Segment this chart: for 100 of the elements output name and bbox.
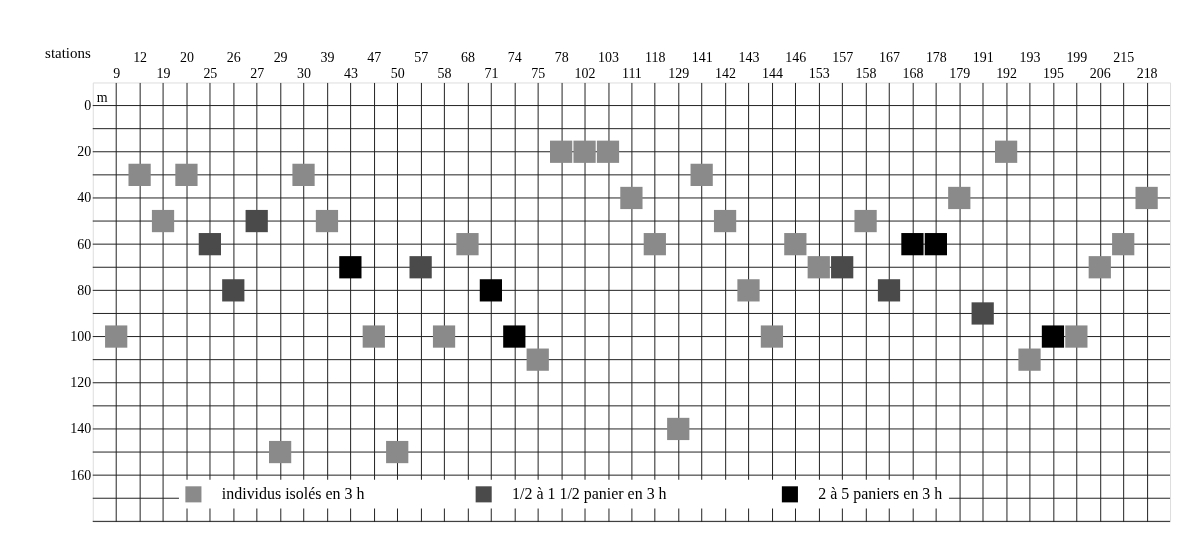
x-tick-label: 68 (460, 50, 475, 66)
y-tick-label: 0 (84, 98, 92, 114)
x-tick-label: 102 (574, 65, 596, 81)
x-tick-label: 26 (226, 50, 241, 66)
x-tick-label: 9 (113, 65, 121, 81)
point (877, 279, 901, 302)
x-tick-label: 153 (808, 65, 830, 81)
point (1112, 233, 1135, 256)
point (315, 209, 339, 233)
point (948, 186, 971, 210)
x-tick-label: 144 (761, 65, 783, 81)
point (831, 256, 854, 279)
x-tick-label: 193 (1019, 50, 1041, 66)
x-tick-label: 39 (320, 50, 335, 66)
x-tick-label: 58 (437, 65, 452, 81)
point (713, 209, 737, 233)
x-tick-label: 146 (785, 50, 807, 66)
point (456, 233, 479, 256)
point (479, 279, 503, 302)
legend-label: 1/2 à 1 1/2 panier en 3 h (512, 485, 667, 504)
x-tick-label: 158 (855, 65, 877, 81)
x-tick-label: 25 (203, 65, 218, 81)
y-tick-label: 40 (77, 190, 92, 206)
x-tick-label: 47 (367, 50, 382, 66)
x-tick-label: 157 (832, 50, 854, 66)
x-tick-label: 192 (996, 65, 1018, 81)
legend-label: 2 à 5 paniers en 3 h (818, 485, 943, 504)
point (784, 233, 807, 256)
point (854, 209, 877, 233)
point (643, 233, 666, 256)
point (620, 186, 643, 210)
point (596, 140, 620, 163)
point (667, 417, 690, 441)
point (292, 163, 315, 186)
y-tick-label: 60 (77, 236, 92, 252)
x-tick-label: 20 (179, 50, 194, 66)
point (339, 256, 362, 279)
point (1088, 256, 1111, 279)
x-axis-title: stations (45, 44, 91, 61)
x-tick-label: 74 (507, 50, 522, 66)
x-tick-label: 78 (554, 50, 569, 66)
x-tick-label: 129 (668, 65, 690, 81)
y-tick-label: 120 (70, 375, 92, 391)
x-tick-label: 141 (691, 50, 713, 66)
point (1041, 325, 1065, 348)
x-tick-label: 142 (715, 65, 737, 81)
x-tick-label: 43 (343, 65, 358, 81)
point (550, 140, 573, 163)
point (362, 325, 385, 348)
y-tick-label: 80 (77, 282, 92, 298)
point (268, 440, 292, 464)
x-tick-label: 103 (598, 50, 619, 66)
x-tick-label: 111 (621, 65, 642, 81)
y-tick-label: 20 (77, 144, 92, 160)
y-tick-label: 140 (70, 421, 92, 437)
x-tick-label: 75 (531, 65, 546, 81)
point (971, 302, 994, 325)
point (105, 325, 128, 348)
x-tick-label: 12 (133, 50, 148, 66)
point (409, 256, 432, 279)
point (573, 140, 596, 163)
point (901, 233, 924, 256)
x-tick-label: 19 (156, 65, 171, 81)
x-tick-label: 195 (1042, 65, 1064, 81)
y-tick-label: 100 (70, 329, 92, 345)
x-tick-label: 50 (390, 65, 405, 81)
point (503, 325, 526, 348)
point (151, 209, 175, 233)
point (994, 140, 1018, 163)
point (1018, 348, 1041, 371)
point (1065, 325, 1088, 348)
x-tick-label: 71 (484, 65, 499, 81)
x-tick-label: 143 (738, 50, 760, 66)
x-tick-label: 29 (273, 50, 288, 66)
legend-label: individus isolés en 3 h (221, 485, 365, 503)
x-tick-label: 179 (949, 65, 971, 81)
x-tick-label: 27 (250, 65, 265, 81)
x-tick-label: 218 (1136, 65, 1158, 81)
point (245, 209, 268, 233)
y-tick-label: 160 (70, 467, 92, 483)
x-tick-label: 215 (1113, 50, 1135, 66)
point (690, 163, 713, 186)
point (526, 348, 549, 371)
x-tick-label: 167 (879, 50, 900, 66)
x-tick-label: 178 (925, 50, 947, 66)
point (386, 440, 409, 464)
point (128, 163, 151, 186)
x-tick-label: 168 (902, 65, 924, 81)
point (737, 279, 760, 302)
x-tick-label: 57 (414, 50, 429, 66)
y-axis-title: m (96, 89, 108, 105)
point (198, 233, 221, 256)
point (1135, 186, 1158, 210)
point (222, 279, 245, 302)
x-tick-label: 191 (972, 50, 994, 66)
point (432, 325, 456, 348)
x-tick-label: 206 (1089, 65, 1111, 81)
point (175, 163, 198, 186)
x-tick-label: 118 (645, 50, 666, 66)
x-tick-label: 30 (297, 65, 312, 81)
